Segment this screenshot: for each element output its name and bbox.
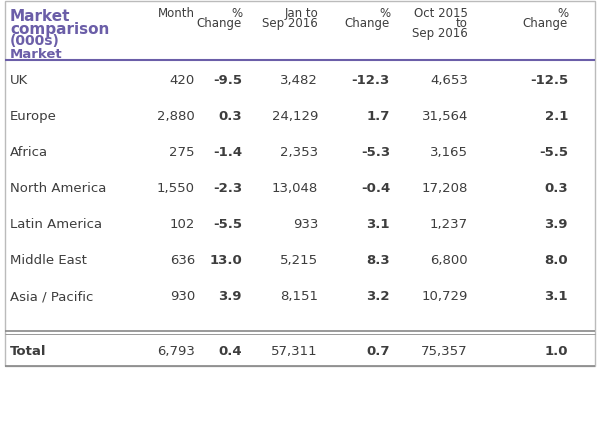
Text: Asia / Pacific: Asia / Pacific: [10, 290, 94, 302]
Text: Europe: Europe: [10, 110, 57, 123]
Text: -9.5: -9.5: [213, 74, 242, 87]
Text: Jan to: Jan to: [284, 7, 318, 20]
Text: 636: 636: [170, 254, 195, 266]
Text: 13.0: 13.0: [209, 254, 242, 266]
Text: 5,215: 5,215: [280, 254, 318, 266]
Text: (000s): (000s): [10, 34, 60, 48]
Text: 0.3: 0.3: [544, 182, 568, 194]
Text: 3,165: 3,165: [430, 146, 468, 159]
Text: %: %: [231, 7, 242, 20]
Text: 13,048: 13,048: [272, 182, 318, 194]
Text: 31,564: 31,564: [422, 110, 468, 123]
Text: 933: 933: [293, 218, 318, 230]
Text: -12.3: -12.3: [352, 74, 390, 87]
Text: 6,800: 6,800: [430, 254, 468, 266]
Text: 3.9: 3.9: [218, 290, 242, 302]
Text: 4,653: 4,653: [430, 74, 468, 87]
Text: Change: Change: [197, 17, 242, 30]
Text: Latin America: Latin America: [10, 218, 102, 230]
Text: 275: 275: [170, 146, 195, 159]
Text: 2.1: 2.1: [545, 110, 568, 123]
Text: 1,237: 1,237: [430, 218, 468, 230]
Text: 6,793: 6,793: [157, 344, 195, 357]
Text: Total: Total: [10, 344, 47, 357]
Text: 17,208: 17,208: [422, 182, 468, 194]
Text: 3.1: 3.1: [367, 218, 390, 230]
Text: North America: North America: [10, 182, 106, 194]
Text: Market: Market: [10, 48, 62, 61]
Bar: [5, 2, 595, 366]
Text: 3,482: 3,482: [280, 74, 318, 87]
Text: -1.4: -1.4: [213, 146, 242, 159]
Text: 3.9: 3.9: [545, 218, 568, 230]
Text: Oct 2015: Oct 2015: [414, 7, 468, 20]
Text: 0.4: 0.4: [218, 344, 242, 357]
Text: -5.5: -5.5: [213, 218, 242, 230]
Text: 2,353: 2,353: [280, 146, 318, 159]
Text: Sep 2016: Sep 2016: [412, 27, 468, 40]
Text: 3.2: 3.2: [367, 290, 390, 302]
Text: Change: Change: [523, 17, 568, 30]
Text: -5.3: -5.3: [361, 146, 390, 159]
Text: 2,880: 2,880: [157, 110, 195, 123]
Text: -2.3: -2.3: [213, 182, 242, 194]
Text: Change: Change: [345, 17, 390, 30]
Text: -12.5: -12.5: [530, 74, 568, 87]
Text: 0.3: 0.3: [218, 110, 242, 123]
Text: 24,129: 24,129: [272, 110, 318, 123]
Text: 930: 930: [170, 290, 195, 302]
Text: 10,729: 10,729: [422, 290, 468, 302]
Text: 8.3: 8.3: [367, 254, 390, 266]
Text: 102: 102: [170, 218, 195, 230]
Text: 1.7: 1.7: [367, 110, 390, 123]
Text: 3.1: 3.1: [545, 290, 568, 302]
Text: -0.4: -0.4: [361, 182, 390, 194]
Text: Month: Month: [158, 7, 195, 20]
Text: %: %: [557, 7, 568, 20]
Text: comparison: comparison: [10, 22, 109, 37]
Text: 0.7: 0.7: [367, 344, 390, 357]
Text: 1.0: 1.0: [545, 344, 568, 357]
Text: 75,357: 75,357: [421, 344, 468, 357]
Text: Africa: Africa: [10, 146, 48, 159]
Text: %: %: [379, 7, 390, 20]
Text: -5.5: -5.5: [539, 146, 568, 159]
Text: UK: UK: [10, 74, 28, 87]
Text: Sep 2016: Sep 2016: [262, 17, 318, 30]
Text: Market: Market: [10, 9, 71, 24]
Text: 57,311: 57,311: [271, 344, 318, 357]
Text: 1,550: 1,550: [157, 182, 195, 194]
Text: 8.0: 8.0: [544, 254, 568, 266]
Text: Middle East: Middle East: [10, 254, 87, 266]
Text: 420: 420: [170, 74, 195, 87]
Text: 8,151: 8,151: [280, 290, 318, 302]
Text: to: to: [456, 17, 468, 30]
